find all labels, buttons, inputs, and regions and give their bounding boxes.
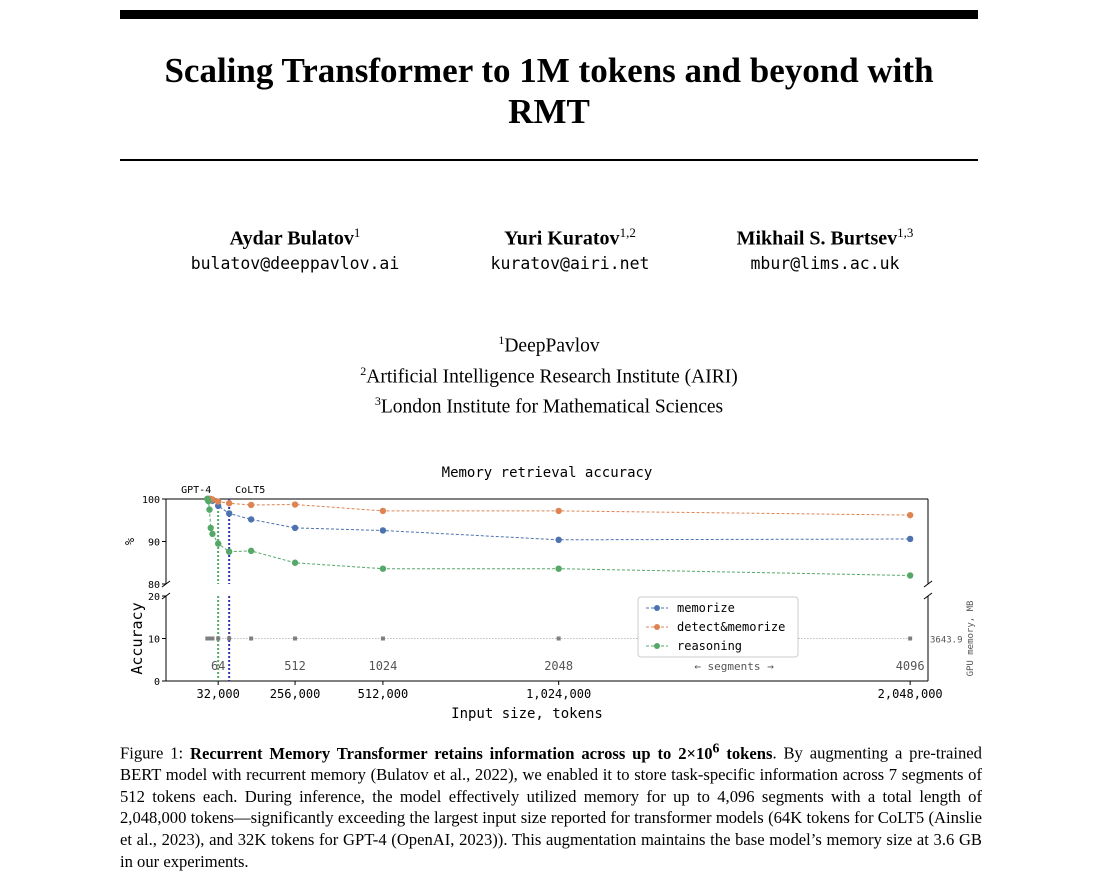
series-line: [207, 498, 911, 541]
author-block: Mikhail S. Burtsev1,3 mbur@lims.ac.uk: [700, 220, 950, 276]
x-tick-label: 512,000: [358, 687, 409, 701]
upper-y-tick-label: 90: [148, 538, 160, 549]
legend-box: [637, 596, 799, 658]
affiliation: 2Artificial Intelligence Research Instit…: [360, 363, 738, 388]
y-axis-label: Accuracy: [128, 602, 146, 674]
author-name: Aydar Bulatov1: [229, 225, 361, 250]
author-email[interactable]: bulatov@deeppavlov.ai: [190, 253, 400, 273]
x-tick-label: 256,000: [270, 687, 321, 701]
data-point: [906, 535, 914, 543]
reference-line-label: GPT-4: [181, 485, 211, 496]
axis-break-mark: [923, 592, 933, 600]
legend-swatch-marker: [654, 643, 660, 649]
data-point: [906, 511, 914, 519]
gpu-memory-value-label: 3643.9: [930, 636, 963, 646]
caption-bold: Recurrent Memory Transformer retains inf…: [189, 740, 773, 763]
author-block: Yuri Kuratov1,2 kuratov@airi.net: [435, 220, 705, 276]
segment-label: 2048: [544, 659, 573, 673]
memory-retrieval-chart: Memory retrieval accuracy 80 90 100 0 10 20% Ac…: [123, 465, 976, 722]
x-tick-label: 32,000: [196, 687, 239, 701]
affiliation: 3London Institute for Mathematical Scien…: [374, 394, 724, 418]
data-point: [225, 510, 233, 517]
lower-y-tick-label: 10: [148, 635, 160, 646]
segment-label: 1024: [368, 659, 397, 673]
data-point: [214, 498, 222, 505]
data-point: [555, 565, 562, 572]
legend-entry: detect&memorize: [677, 620, 785, 634]
author-email[interactable]: mbur@lims.ac.uk: [750, 253, 900, 273]
data-point: [214, 540, 222, 547]
series-line: [206, 498, 911, 576]
x-tick-label: 1,024,000: [526, 687, 591, 701]
data-point: [555, 536, 562, 543]
legend-swatch-marker: [654, 605, 660, 611]
data-point: [291, 501, 299, 508]
gpu-memory-point: [227, 636, 232, 641]
paper-title: Scaling Transformer to 1M tokens and bey…: [164, 51, 934, 131]
figure-caption: Figure 1: Recurrent Memory Transformer r…: [120, 737, 982, 872]
x-tick-label: 2,048,000: [878, 687, 943, 701]
segment-label: 64: [211, 659, 225, 673]
top-rule: [120, 10, 978, 19]
title-rule: [120, 159, 978, 161]
data-point: [206, 506, 213, 513]
author-name: Mikhail S. Burtsev1,3: [736, 225, 914, 250]
gpu-memory-point: [210, 636, 215, 641]
upper-y-tick-label: 100: [142, 495, 160, 506]
data-point: [225, 548, 233, 555]
affiliations: 1DeepPavlov 2Artificial Intelligence Res…: [120, 328, 978, 420]
data-point: [555, 507, 562, 515]
data-point: [379, 507, 387, 515]
gpu-memory-point: [556, 636, 561, 641]
lower-y-tick-label: 0: [154, 677, 160, 688]
upper-y-tick-label: 80: [148, 580, 160, 591]
data-point: [205, 497, 212, 505]
segment-label: 512: [284, 659, 306, 673]
legend-entry: memorize: [677, 601, 735, 615]
x-axis-label: Input size, tokens: [451, 706, 603, 722]
segments-arrow-label: ← segments →: [694, 660, 774, 673]
legend-entry: reasoning: [677, 639, 742, 653]
caption-label: Figure 1:: [120, 743, 190, 763]
upper-y-axis-label: %: [123, 537, 137, 545]
right-y-axis-label: GPU memory, MB: [966, 601, 976, 677]
axis-break-mark: [923, 580, 933, 588]
data-point: [247, 516, 255, 523]
gpu-memory-point: [908, 636, 913, 641]
data-point: [291, 559, 299, 566]
legend-swatch-marker: [654, 624, 660, 630]
data-point: [379, 565, 387, 572]
data-point: [247, 501, 255, 509]
gpu-memory-point: [249, 636, 254, 641]
chart-title: Memory retrieval accuracy: [442, 465, 653, 481]
author-email[interactable]: kuratov@airi.net: [490, 253, 650, 273]
affiliation: 1DeepPavlov: [498, 333, 600, 357]
data-point: [207, 524, 214, 532]
data-point: [209, 530, 216, 538]
gpu-memory-point: [380, 636, 385, 641]
data-point: [247, 547, 255, 555]
segment-label: 4096: [896, 659, 925, 673]
data-point: [379, 527, 387, 534]
author-name: Yuri Kuratov1,2: [504, 225, 636, 250]
reference-line-label: CoLT5: [235, 485, 265, 496]
data-point: [291, 524, 299, 532]
caption-text: . By augmenting a pre-trained BERT model…: [120, 743, 982, 871]
data-point: [225, 500, 233, 507]
data-point: [906, 572, 914, 579]
author-block: Aydar Bulatov1 bulatov@deeppavlov.ai: [160, 220, 430, 276]
gpu-memory-point: [293, 636, 298, 641]
lower-y-tick-label: 20: [148, 592, 160, 603]
gpu-memory-point: [216, 636, 221, 641]
